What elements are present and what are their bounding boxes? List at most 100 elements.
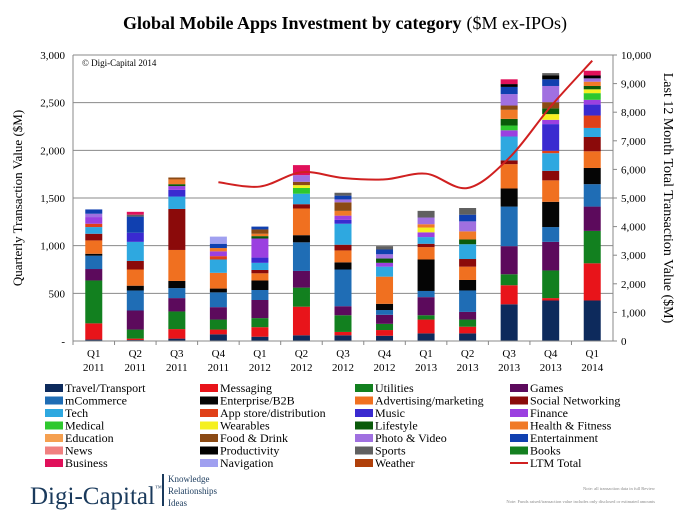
bar-segment	[459, 319, 477, 327]
bar-segment	[292, 287, 310, 307]
bar-segment	[459, 244, 477, 260]
bar-segment	[417, 259, 435, 291]
legend-label: mCommerce	[65, 394, 127, 408]
bar-segment	[500, 304, 518, 341]
x-tick-year: 2013	[457, 362, 480, 374]
legend-swatch	[355, 446, 373, 455]
bar-segment	[417, 290, 435, 298]
bar-segment	[459, 214, 477, 222]
legend-swatch	[510, 384, 528, 392]
legend-label: Utilities	[375, 381, 414, 395]
chart-title: Global Mobile Apps Investment by categor…	[123, 13, 567, 34]
bar-segment	[334, 192, 352, 196]
legend-swatch	[510, 434, 528, 442]
bar-segment	[209, 251, 227, 257]
copyright-note: © Digi-Capital 2014	[82, 58, 157, 68]
x-tick-quarter: Q1	[87, 348, 100, 360]
y-tick-label: 2,000	[40, 145, 65, 157]
bar-segment	[583, 70, 601, 76]
bar-segment	[292, 208, 310, 236]
legend-swatch	[510, 409, 528, 417]
y-right-tick-label: 1,000	[621, 307, 646, 319]
bar-segment	[168, 338, 186, 341]
bar-segment	[417, 319, 435, 334]
bar-segment	[500, 94, 518, 106]
x-tick-quarter: Q4	[212, 348, 226, 360]
bar-segment	[500, 285, 518, 305]
bar-segment	[500, 130, 518, 137]
bar-segment	[168, 280, 186, 289]
legend-swatch	[200, 409, 218, 417]
bar-segment	[209, 307, 227, 320]
y-axis-label: Quarterly Transaction Value ($M)	[10, 110, 25, 286]
bar-segment	[542, 73, 560, 76]
legend-label: App store/distribution	[220, 406, 326, 420]
legend-label: Weather	[375, 456, 415, 470]
bar-segment	[376, 303, 394, 311]
y-right-tick-label: 7,000	[621, 136, 646, 148]
bar-segment	[209, 272, 227, 289]
legend-swatch	[45, 384, 63, 392]
bar-segment	[292, 185, 310, 188]
bar-segment	[583, 127, 601, 137]
bar-segment	[417, 210, 435, 218]
bar-segment	[459, 279, 477, 291]
legend-label: Business	[65, 456, 108, 470]
x-tick-year: 2012	[290, 362, 312, 374]
bar-segment	[168, 311, 186, 330]
bar-segment	[251, 238, 269, 258]
bar-segment	[334, 306, 352, 316]
bar-segment	[500, 274, 518, 286]
bar-segment	[85, 227, 103, 234]
bar-segment	[209, 236, 227, 244]
tagline-1: Knowledge	[168, 474, 210, 484]
bar-segment	[583, 300, 601, 341]
tagline-3: Ideas	[168, 498, 187, 508]
legend-label: Sports	[375, 444, 406, 458]
bar-segment	[126, 216, 144, 233]
y-right-tick-label: 0	[621, 336, 627, 348]
bar-segment	[251, 269, 269, 274]
bar-segment	[542, 124, 560, 151]
x-tick-year: 2013	[415, 362, 438, 374]
bar-segment	[126, 285, 144, 291]
bar-segment	[168, 196, 186, 209]
bar-segment	[459, 266, 477, 280]
bar-segment	[292, 165, 310, 176]
bar-segment	[500, 206, 518, 247]
bar-segment	[583, 93, 601, 100]
bar-segment	[459, 326, 477, 334]
legend-label: Social Networking	[530, 394, 620, 408]
y-right-tick-label: 9,000	[621, 79, 646, 91]
bar-segment	[334, 335, 352, 341]
bar-segment	[85, 233, 103, 241]
bar-segment	[126, 241, 144, 261]
note-1: Note: all transaction data in full Revie…	[583, 486, 656, 491]
legend-swatch	[45, 446, 63, 455]
bar-segment	[168, 177, 186, 180]
y-right-tick-label: 4,000	[621, 222, 646, 234]
bar-segment	[251, 289, 269, 301]
x-tick-year: 2012	[332, 362, 354, 374]
bar-segment	[209, 329, 227, 335]
legend-label: Tech	[65, 406, 88, 420]
bar-segment	[376, 335, 394, 341]
legend-swatch	[355, 421, 373, 430]
legend-swatch	[510, 396, 528, 405]
bar-segment	[292, 204, 310, 209]
bar-segment	[459, 231, 477, 240]
y-tick-label: 3,000	[40, 50, 65, 62]
legend-swatch	[200, 384, 218, 392]
legend-swatch	[45, 434, 63, 442]
legend-swatch	[355, 409, 373, 417]
bar-segment	[85, 269, 103, 281]
bar-segment	[85, 253, 103, 256]
x-tick-quarter: Q1	[419, 348, 432, 360]
bar-segment	[376, 254, 394, 259]
bar-segment	[500, 125, 518, 131]
bar-segment	[417, 237, 435, 244]
bar-segment	[85, 255, 103, 270]
bar-segment	[583, 78, 601, 82]
bar-segment	[126, 338, 144, 341]
